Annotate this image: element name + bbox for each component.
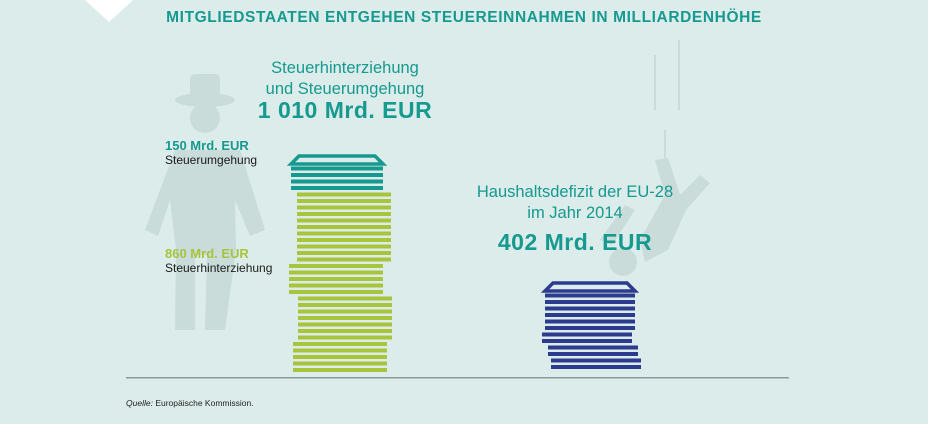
evasion-coin bbox=[298, 329, 392, 333]
deficit-coin bbox=[548, 352, 638, 356]
right-heading-line1: Haushaltsdefizit der EU-28 bbox=[476, 183, 674, 201]
avoidance-label-group: 150 Mrd. EUR Steuerumgehung bbox=[165, 138, 257, 167]
evasion-coin bbox=[297, 238, 391, 242]
evasion-coin bbox=[297, 199, 391, 203]
avoidance-label: Steuerumgehung bbox=[165, 153, 258, 167]
evasion-coin bbox=[297, 257, 391, 262]
evasion-coin bbox=[298, 296, 392, 301]
avoidance-coin bbox=[291, 166, 383, 171]
deficit-coin bbox=[545, 313, 635, 317]
avoidance-value: 150 Mrd. EUR bbox=[165, 138, 249, 153]
left-heading-line2: und Steuerumgehung bbox=[265, 80, 425, 98]
evasion-coin bbox=[297, 192, 391, 197]
evasion-coin bbox=[298, 335, 392, 340]
left-heading-line1: Steuerhinterziehung bbox=[271, 59, 419, 77]
evasion-coin bbox=[297, 218, 391, 223]
evasion-coin bbox=[298, 322, 392, 327]
evasion-coin bbox=[297, 244, 391, 249]
avoidance-coin bbox=[291, 179, 383, 184]
evasion-coin bbox=[297, 225, 391, 229]
deficit-coin bbox=[545, 306, 635, 311]
evasion-coin bbox=[298, 309, 392, 314]
businessman-silhouette-icon bbox=[145, 74, 265, 330]
evasion-coin bbox=[293, 368, 387, 372]
left-total-value: 1 010 Mrd. EUR bbox=[257, 97, 433, 123]
evasion-coin bbox=[297, 251, 391, 255]
falling-person-silhouette-icon bbox=[600, 40, 710, 276]
right-heading-line2: im Jahr 2014 bbox=[527, 204, 623, 222]
source-note: Quelle: Europäische Kommission. bbox=[126, 398, 254, 408]
evasion-coin bbox=[297, 231, 391, 236]
source-prefix: Quelle: bbox=[126, 398, 153, 408]
evasion-coin bbox=[289, 277, 383, 281]
avoidance-coin bbox=[291, 186, 383, 190]
evasion-label: Steuerhinterziehung bbox=[165, 261, 273, 275]
evasion-coin bbox=[293, 342, 387, 346]
evasion-coin bbox=[293, 348, 387, 353]
chart-title: MITGLIEDSTAATEN ENTGEHEN STEUEREINNAHMEN… bbox=[166, 9, 762, 26]
evasion-label-group: 860 Mrd. EUR Steuerhinterziehung bbox=[165, 246, 272, 275]
deficit-coin bbox=[548, 345, 638, 350]
evasion-coin bbox=[298, 303, 392, 307]
deficit-coin bbox=[545, 293, 635, 298]
deficit-coin bbox=[545, 319, 635, 324]
corner-triangle-icon bbox=[85, 0, 133, 22]
deficit-coin bbox=[545, 300, 635, 304]
deficit-coin bbox=[551, 365, 641, 369]
deficit-coin bbox=[542, 339, 632, 343]
evasion-coin bbox=[293, 355, 387, 359]
evasion-value: 860 Mrd. EUR bbox=[165, 246, 249, 261]
deficit-coin bbox=[542, 332, 632, 337]
avoidance-coin bbox=[286, 154, 388, 166]
deficit-coin bbox=[540, 281, 640, 293]
source-text: Europäische Kommission. bbox=[155, 398, 254, 408]
evasion-coin bbox=[297, 212, 391, 216]
evasion-coin bbox=[297, 205, 391, 210]
evasion-coin bbox=[289, 270, 383, 275]
chart-baseline bbox=[126, 377, 789, 379]
evasion-coin bbox=[289, 290, 383, 294]
evasion-coin bbox=[289, 283, 383, 288]
right-heading: Haushaltsdefizit der EU-28 im Jahr 2014 bbox=[470, 182, 680, 224]
deficit-coin bbox=[545, 326, 635, 330]
evasion-coin bbox=[298, 316, 392, 320]
evasion-coin bbox=[289, 264, 383, 268]
deficit-coin bbox=[551, 358, 641, 363]
left-heading: Steuerhinterziehung und Steuerumgehung bbox=[250, 58, 440, 100]
right-total-value: 402 Mrd. EUR bbox=[497, 229, 653, 255]
evasion-coin bbox=[293, 361, 387, 366]
avoidance-coin bbox=[291, 173, 383, 177]
